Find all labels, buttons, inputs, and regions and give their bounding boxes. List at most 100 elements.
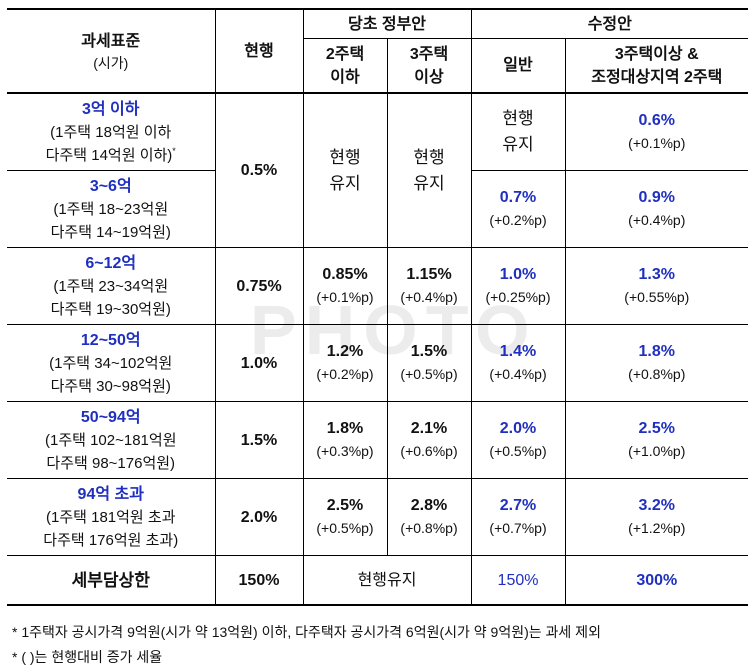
rate-delta: (+0.2%p)	[489, 212, 547, 228]
tax-base-line: 다주택 14억원 이하)*	[7, 144, 215, 167]
header-tax-base-label: 과세표준	[81, 32, 141, 50]
header-gov-plan: 당초 정부안	[302, 8, 472, 40]
gov-2house-cell: 현행 유지	[302, 92, 388, 248]
table-row: 6~12억 (1주택 23~34억원 다주택 19~30억원) 0.75% 0.…	[7, 247, 749, 325]
rate-value: 1.5%	[410, 343, 448, 360]
tax-base-line: 다주택 30~98억원)	[50, 377, 171, 395]
rate-value: 2.0%	[499, 420, 537, 437]
rate-value: 3.2%	[638, 497, 675, 514]
tax-base-line: (1주택 34~102억원	[49, 354, 173, 372]
gov-2house-cell: 1.2% (+0.2%p)	[302, 324, 388, 402]
tax-base-line: 다주택 176억원 초과)	[43, 531, 179, 549]
rate-value: 1.4%	[499, 343, 537, 360]
header-row-1: 과세표준 (시가) 현행 당초 정부안 수정안	[7, 8, 749, 94]
revised-general-cell: 1.0% (+0.25%p)	[470, 247, 566, 325]
rate-delta: (+0.5%p)	[400, 366, 458, 382]
tax-cap-gov: 현행유지	[302, 555, 472, 606]
tax-base-line: (1주택 181억원 초과	[46, 508, 176, 526]
table-row: 12~50억 (1주택 34~102억원 다주택 30~98억원) 1.0% 1…	[7, 324, 749, 402]
rate-value: 2.5%	[326, 497, 364, 514]
tax-base-cell: 3억 이하 (1주택 18억원 이하 다주택 14억원 이하)*	[7, 92, 216, 171]
footnote-mark: *	[172, 145, 176, 156]
current-rate-cell: 2.0%	[214, 478, 304, 556]
rate-delta: (+0.1%p)	[316, 289, 374, 305]
gov-2house-cell: 0.85% (+0.1%p)	[302, 247, 388, 325]
header-tax-base-sub: (시가)	[93, 54, 129, 71]
rate-value: 1.15%	[406, 266, 452, 283]
revised-general-cell: 1.4% (+0.4%p)	[470, 324, 566, 402]
tax-base-cell: 6~12억 (1주택 23~34억원 다주택 19~30억원)	[7, 247, 216, 325]
tax-base-title: 50~94억	[80, 408, 141, 426]
rate-value: 1.2%	[326, 343, 364, 360]
rate-delta: (+0.5%p)	[489, 443, 547, 459]
tax-base-line: (1주택 23~34억원	[53, 277, 169, 295]
tax-base-cell: 3~6억 (1주택 18~23억원 다주택 14~19억원)	[7, 170, 216, 248]
tax-base-line: 다주택 19~30억원)	[50, 300, 171, 318]
header-row-2: 2주택 이하 3주택 이상 일반 3주택이상 & 조정대상지역 2주택	[7, 38, 749, 95]
tax-cap-revised-multi: 300%	[564, 555, 749, 606]
tax-cap-row: 세부담상한 150% 현행유지 150% 300%	[7, 555, 749, 606]
revised-multi-cell: 2.5% (+1.0%p)	[564, 401, 749, 479]
tax-base-line: (1주택 18~23억원	[53, 200, 169, 218]
gov-3house-cell: 1.5% (+0.5%p)	[386, 324, 472, 402]
tax-base-title: 94억 초과	[77, 485, 144, 503]
rate-delta: (+0.4%p)	[489, 366, 547, 382]
rate-value: 0.85%	[322, 266, 368, 283]
property-tax-rate-table: 과세표준 (시가) 현행 당초 정부안 수정안 2주택 이하 3주택 이상 일반…	[7, 8, 749, 606]
rate-value: 2.8%	[410, 497, 448, 514]
rate-delta: (+0.55%p)	[624, 289, 690, 305]
header-tax-base: 과세표준 (시가)	[7, 8, 216, 94]
revised-multi-cell: 0.6% (+0.1%p)	[564, 92, 749, 171]
table-row: 3억 이하 (1주택 18억원 이하 다주택 14억원 이하)* 0.5% 현행…	[7, 92, 749, 248]
tax-base-title: 12~50억	[80, 331, 141, 349]
rate-value: 0.9%	[638, 189, 675, 206]
rate-delta: (+0.5%p)	[316, 520, 374, 536]
tax-base-title: 6~12억	[85, 254, 137, 272]
header-revised: 수정안	[470, 8, 749, 40]
rate-delta: (+1.0%p)	[628, 443, 686, 459]
revised-general-cell: 2.0% (+0.5%p)	[470, 401, 566, 479]
rate-value: 1.3%	[638, 266, 675, 283]
revised-multi-cell: 3.2% (+1.2%p)	[564, 478, 749, 556]
revised-general-cell: 0.7% (+0.2%p)	[470, 170, 566, 248]
rate-delta: (+0.25%p)	[485, 289, 551, 305]
header-gov-2house: 2주택 이하	[303, 38, 388, 95]
rate-value: 2.7%	[499, 497, 537, 514]
gov-3house-cell: 2.1% (+0.6%p)	[386, 401, 472, 479]
rate-delta: (+0.7%p)	[489, 520, 547, 536]
tax-base-line: (1주택 102~181억원	[44, 431, 177, 449]
tax-base-cell: 50~94억 (1주택 102~181억원 다주택 98~176억원)	[7, 401, 216, 479]
header-revised-multi: 3주택이상 & 조정대상지역 2주택	[564, 38, 749, 95]
rate-delta: (+0.4%p)	[628, 212, 686, 228]
tax-cap-current: 150%	[214, 555, 304, 606]
rate-delta: (+0.1%p)	[628, 135, 686, 151]
tax-base-line: 다주택 14~19억원)	[50, 223, 171, 241]
gov-3house-cell: 2.8% (+0.8%p)	[386, 478, 472, 556]
footnote-parentheses: * ( )는 현행대비 증가 세율	[12, 649, 163, 665]
table-row: 50~94억 (1주택 102~181억원 다주택 98~176억원) 1.5%…	[7, 401, 749, 479]
gov-2house-cell: 2.5% (+0.5%p)	[302, 478, 388, 556]
header-gov-3house: 3주택 이상	[386, 38, 472, 95]
rate-value: 1.8%	[638, 343, 675, 360]
rate-delta: (+0.8%p)	[400, 520, 458, 536]
table-row: 3~6억 (1주택 18~23억원 다주택 14~19억원) 0.7% (+0.…	[7, 170, 749, 248]
rate-value: 1.8%	[326, 420, 364, 437]
tax-cap-label: 세부담상한	[7, 555, 216, 606]
tax-base-cell: 12~50억 (1주택 34~102억원 다주택 30~98억원)	[7, 324, 216, 402]
tax-base-line-text: 다주택 14억원 이하)	[45, 146, 173, 164]
header-current: 현행	[214, 8, 304, 94]
gov-3house-cell: 1.15% (+0.4%p)	[386, 247, 472, 325]
revised-multi-cell: 0.9% (+0.4%p)	[564, 170, 749, 248]
rate-value: 2.1%	[410, 420, 448, 437]
revised-general-cell: 2.7% (+0.7%p)	[470, 478, 566, 556]
tax-base-line: 다주택 98~176억원)	[46, 454, 176, 472]
current-rate-cell: 1.0%	[214, 324, 304, 402]
rate-delta: (+0.3%p)	[316, 443, 374, 459]
tax-base-title: 3억 이하	[81, 100, 140, 118]
tax-base-cell: 94억 초과 (1주택 181억원 초과 다주택 176억원 초과)	[7, 478, 216, 556]
table-row: 94억 초과 (1주택 181억원 초과 다주택 176억원 초과) 2.0% …	[7, 478, 749, 556]
rate-delta: (+0.6%p)	[400, 443, 458, 459]
rate-value: 2.5%	[638, 420, 675, 437]
rate-delta: (+0.2%p)	[316, 366, 374, 382]
revised-multi-cell: 1.3% (+0.55%p)	[564, 247, 749, 325]
